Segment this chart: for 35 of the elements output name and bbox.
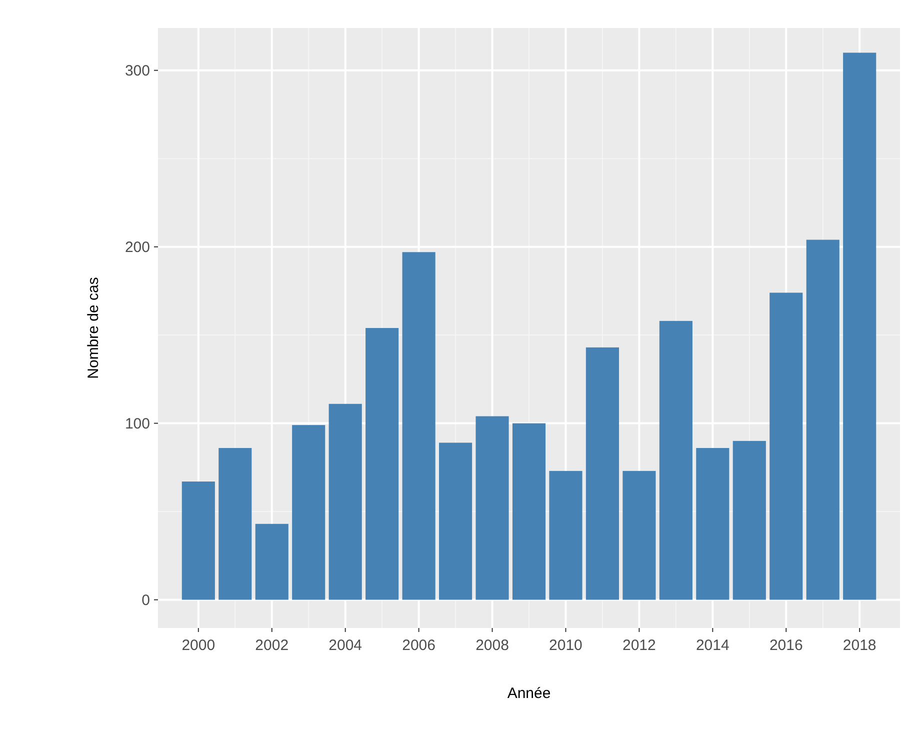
y-tick-label: 0 (142, 592, 150, 610)
bar (843, 52, 876, 600)
y-axis-title: Nombre de cas (85, 277, 102, 379)
x-tick-label: 2006 (402, 637, 436, 654)
x-tick-label: 2002 (255, 637, 289, 654)
bar (255, 524, 288, 600)
x-tick-label: 2016 (769, 637, 803, 654)
bar (328, 404, 362, 600)
bar (476, 416, 509, 600)
x-tick-label: 2012 (622, 637, 656, 654)
x-tick-label: 2014 (696, 637, 730, 654)
bar (696, 448, 730, 600)
x-tick-label: 2000 (182, 637, 216, 654)
x-tick-label: 2004 (328, 637, 362, 654)
bar (586, 347, 619, 600)
y-tick-label: 200 (124, 239, 150, 256)
bar (622, 470, 656, 600)
bar (770, 292, 803, 600)
y-tick-label: 100 (124, 416, 150, 433)
bar (806, 240, 840, 600)
y-tick-label: 300 (124, 62, 150, 80)
x-tick-label: 2018 (842, 637, 876, 654)
bar (659, 320, 692, 600)
x-tick-label: 2010 (549, 637, 582, 654)
bar (182, 482, 215, 600)
bar (512, 423, 546, 600)
bar (402, 252, 436, 600)
bar (366, 328, 399, 600)
bar (549, 470, 582, 600)
x-axis-title: Année (507, 685, 551, 702)
bar (439, 442, 472, 600)
x-tick-label: 2008 (476, 637, 509, 654)
bar (732, 440, 766, 600)
bar (218, 448, 252, 600)
bar (292, 425, 326, 600)
